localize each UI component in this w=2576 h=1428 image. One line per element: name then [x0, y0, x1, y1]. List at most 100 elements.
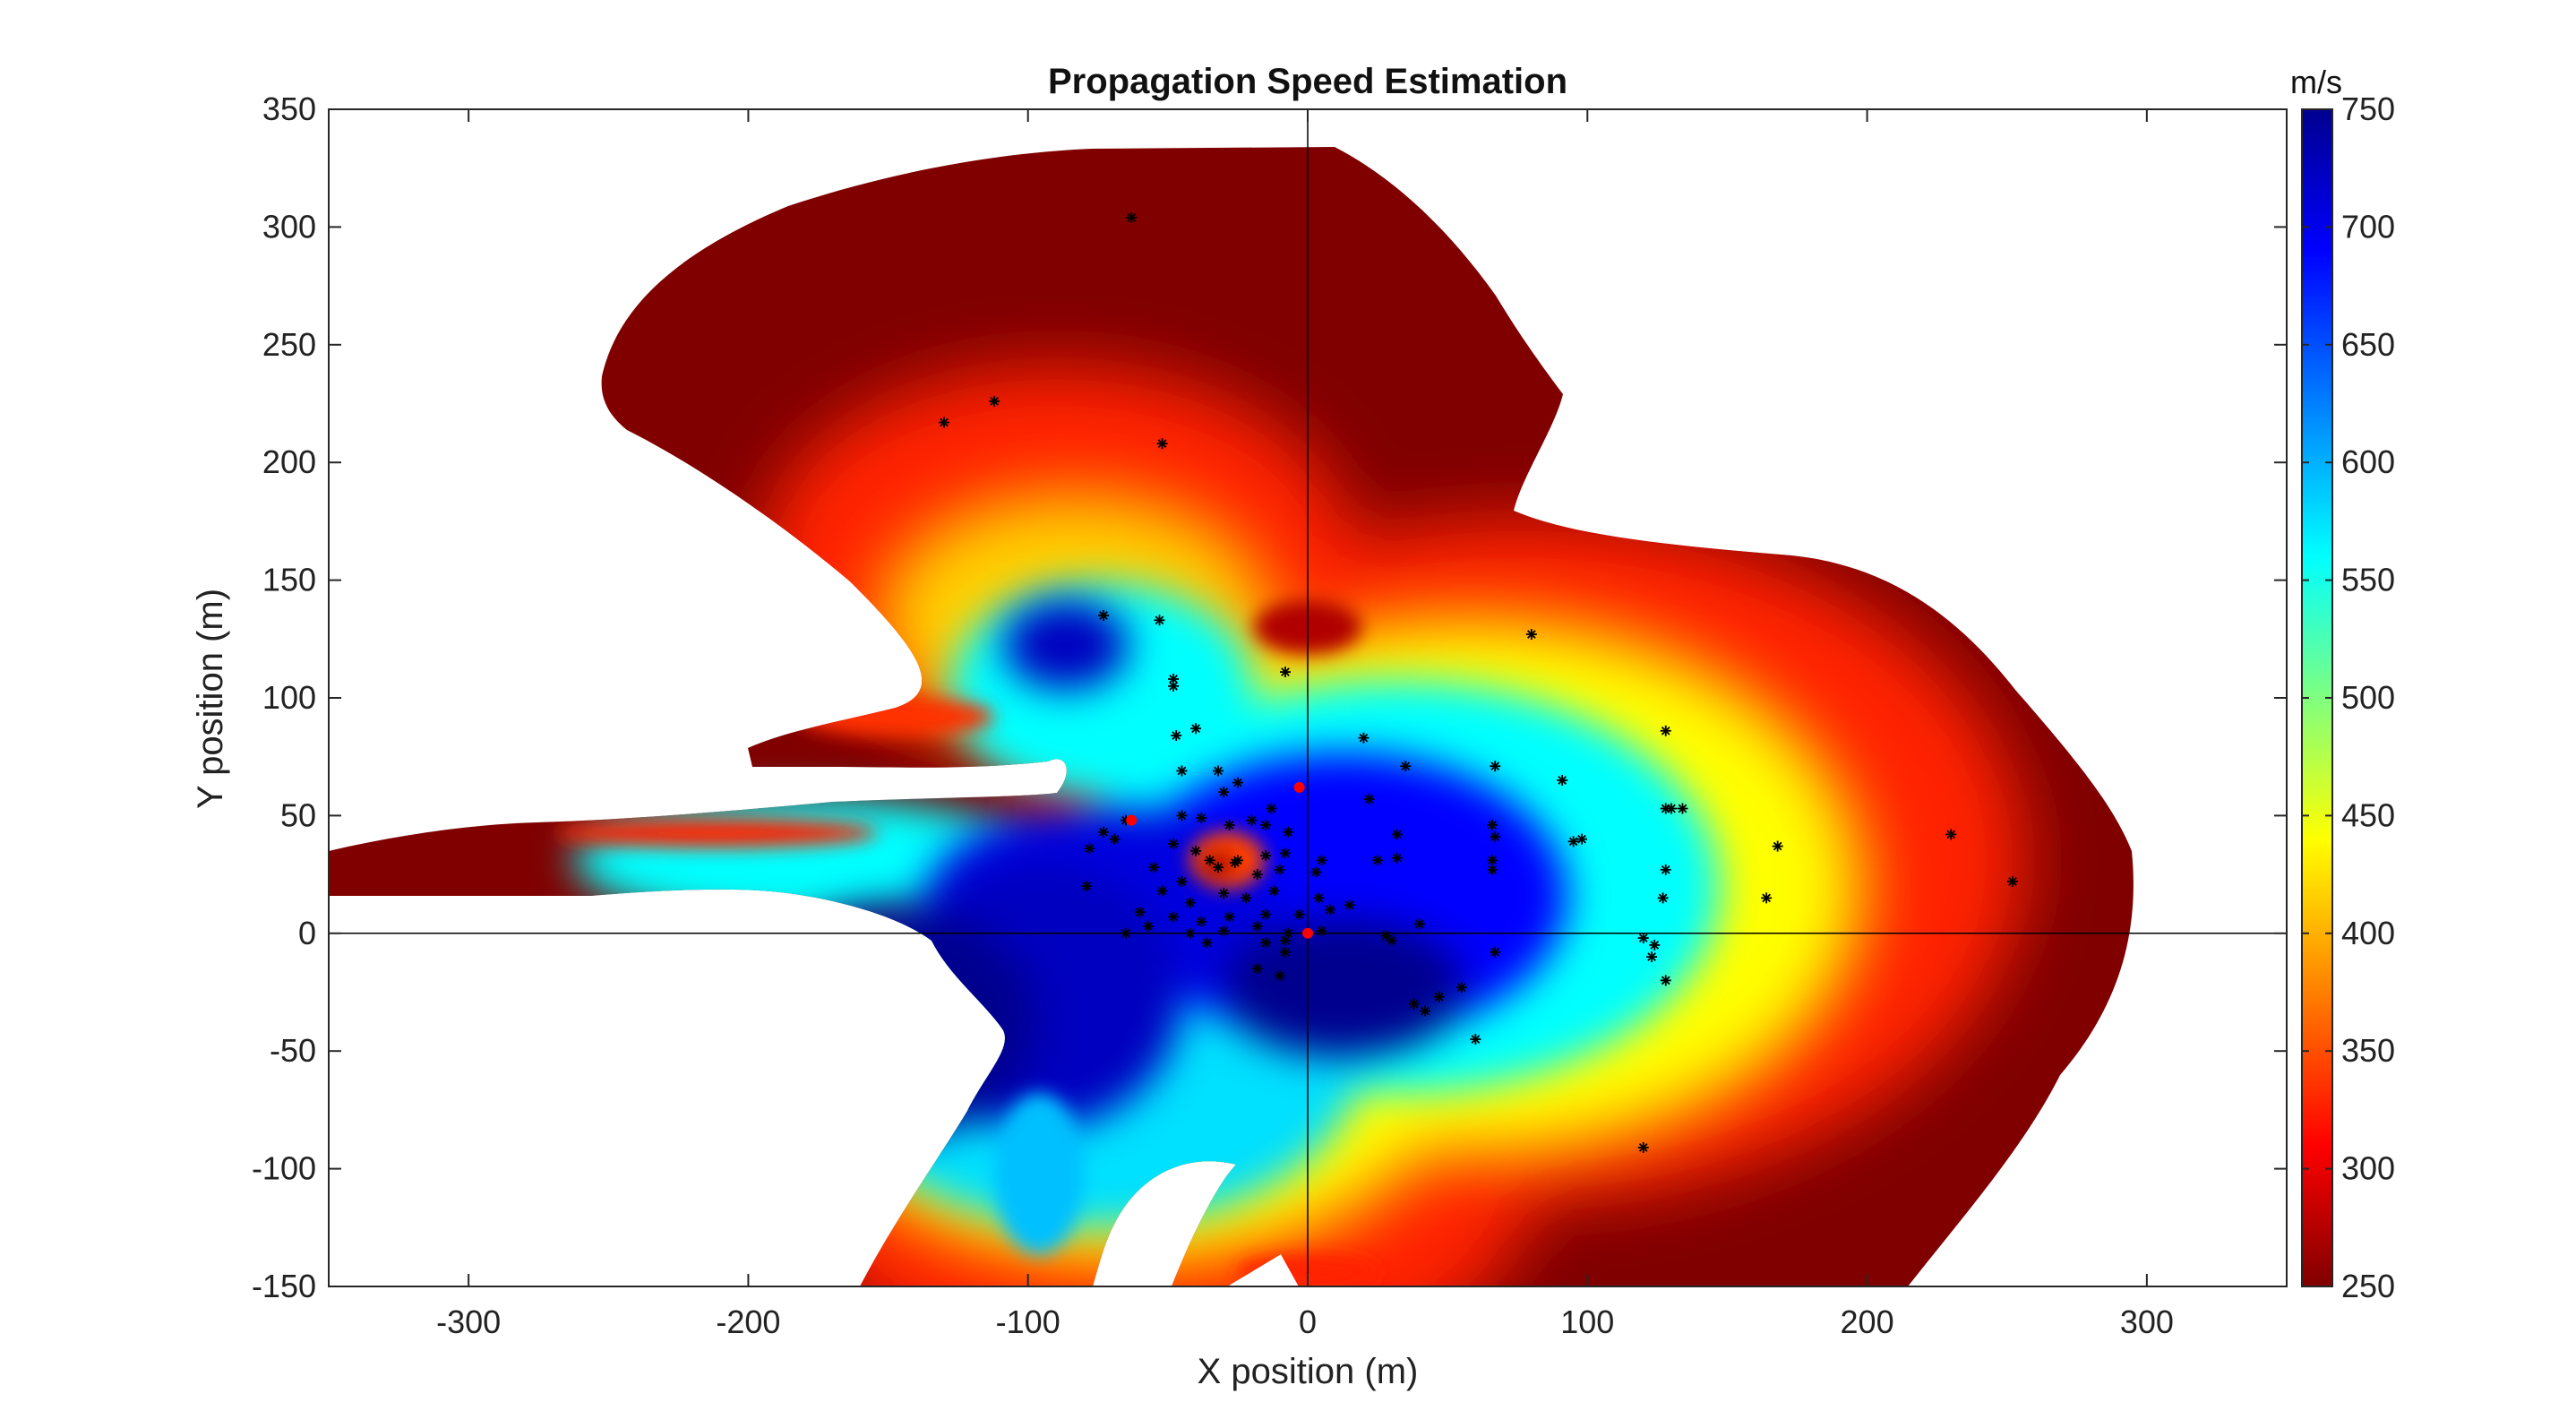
sensor-marker	[1487, 855, 1498, 866]
sensor-marker	[1310, 866, 1322, 878]
sensor-marker	[1168, 680, 1180, 692]
y-tick-label: 250	[262, 326, 316, 363]
sensor-marker	[1154, 615, 1165, 626]
sensor-marker	[1280, 934, 1292, 946]
x-axis-label: X position (m)	[1198, 1352, 1419, 1391]
sensor-marker	[1660, 975, 1671, 986]
highlight-point	[1126, 814, 1138, 826]
x-tick-label: 300	[2120, 1303, 2174, 1340]
sensor-marker	[1260, 908, 1272, 920]
sensor-marker	[1156, 438, 1168, 450]
sensor-marker	[1372, 855, 1384, 866]
sensor-marker	[1224, 911, 1235, 923]
sensor-marker	[1126, 211, 1138, 223]
sensor-marker	[1098, 610, 1110, 622]
sensor-marker	[1176, 875, 1188, 887]
sensor-marker	[1316, 925, 1327, 937]
sensor-marker	[1487, 819, 1498, 830]
sensor-marker	[1084, 843, 1095, 855]
sensor-marker	[1433, 991, 1445, 1002]
sensor-marker	[1232, 777, 1243, 788]
sensor-marker	[1184, 897, 1196, 908]
sensor-marker	[1218, 925, 1230, 937]
sensor-marker	[1218, 888, 1230, 899]
chart-title: Propagation Speed Estimation	[1048, 62, 1567, 101]
sensor-marker	[1413, 918, 1425, 930]
sensor-marker	[1567, 836, 1579, 847]
sensor-marker	[1176, 765, 1188, 777]
sensor-marker	[1316, 855, 1327, 866]
sensor-marker	[1190, 723, 1202, 735]
sensor-marker	[1557, 774, 1568, 786]
x-tick-label: -200	[716, 1303, 780, 1340]
colorbar-tick-label: 500	[2341, 679, 2395, 716]
sensor-marker	[1761, 892, 1773, 904]
sensor-marker	[1358, 732, 1370, 744]
sensor-marker	[1241, 892, 1252, 904]
sensor-marker	[1204, 855, 1215, 866]
sensor-marker	[1420, 1005, 1431, 1017]
sensor-marker	[1380, 930, 1392, 942]
sensor-marker	[1196, 916, 1207, 927]
y-tick-label: 200	[262, 443, 316, 480]
colorbar-ticks: 250 300 350 400 450 500 550 600 650 700 750	[2302, 90, 2395, 1304]
colorbar-tick-label: 700	[2341, 208, 2395, 245]
colorbar-tick-label: 350	[2341, 1032, 2395, 1069]
sensor-marker	[1660, 725, 1671, 736]
x-axis-ticks: -300 -200 -100 0 100 200 300	[436, 109, 2174, 1340]
sensor-marker	[1391, 852, 1403, 864]
y-tick-label: 300	[262, 208, 316, 245]
sensor-marker	[1274, 970, 1285, 982]
sensor-marker	[1229, 856, 1241, 868]
sensor-marker	[1213, 765, 1224, 777]
colorbar-tick-label: 450	[2341, 796, 2395, 833]
x-tick-label: -100	[996, 1303, 1060, 1340]
y-tick-label: 100	[262, 679, 316, 716]
sensor-marker	[1134, 907, 1146, 918]
sensor-markers	[939, 211, 2018, 1153]
sensor-marker	[1313, 892, 1325, 904]
sensor-marker	[1251, 963, 1263, 975]
sensor-marker	[1251, 920, 1263, 932]
sensor-marker	[1470, 1034, 1481, 1045]
sensor-marker	[1945, 829, 1957, 840]
sensor-marker	[1201, 937, 1213, 949]
colorbar-tick-label: 650	[2341, 326, 2395, 363]
y-tick-label: 50	[280, 796, 316, 833]
sensor-marker	[1637, 1141, 1649, 1153]
highlight-markers	[1126, 781, 1313, 939]
sensor-marker	[1324, 904, 1335, 916]
sensor-marker	[1280, 946, 1292, 958]
sensor-marker	[1121, 927, 1132, 939]
sensor-marker	[1148, 862, 1160, 873]
sensor-marker	[1408, 998, 1420, 1010]
x-tick-label: 100	[1560, 1303, 1614, 1340]
sensor-marker	[1677, 803, 1688, 814]
sensor-marker	[1576, 833, 1588, 845]
sensor-marker	[1280, 847, 1292, 859]
y-axis-ticks: -150 -100 -50 0 50 100 150 200 250 300 350	[252, 90, 2287, 1304]
sensor-marker	[1168, 911, 1180, 923]
sensor-marker	[1525, 629, 1537, 641]
sensor-marker	[1260, 819, 1272, 830]
y-tick-label: 150	[262, 562, 316, 598]
sensor-marker	[1213, 862, 1224, 873]
y-axis-label: Y position (m)	[191, 589, 230, 809]
sensor-marker	[1344, 899, 1355, 911]
sensor-marker	[989, 395, 1000, 407]
y-tick-label: 350	[262, 90, 316, 127]
sensor-marker	[1665, 803, 1677, 814]
sensor-marker	[1098, 826, 1110, 838]
sensor-marker	[2006, 875, 2018, 887]
sensor-marker	[1657, 892, 1669, 904]
sensor-marker	[1184, 927, 1196, 939]
sensor-marker	[1081, 881, 1093, 892]
sensor-marker	[1363, 794, 1375, 805]
sensor-marker	[1490, 831, 1501, 843]
colorbar-tick-label: 750	[2341, 90, 2395, 127]
sensor-marker	[1660, 864, 1671, 875]
sensor-marker	[1280, 667, 1292, 678]
sensor-marker	[1224, 819, 1235, 830]
x-tick-label: 0	[1299, 1303, 1317, 1340]
